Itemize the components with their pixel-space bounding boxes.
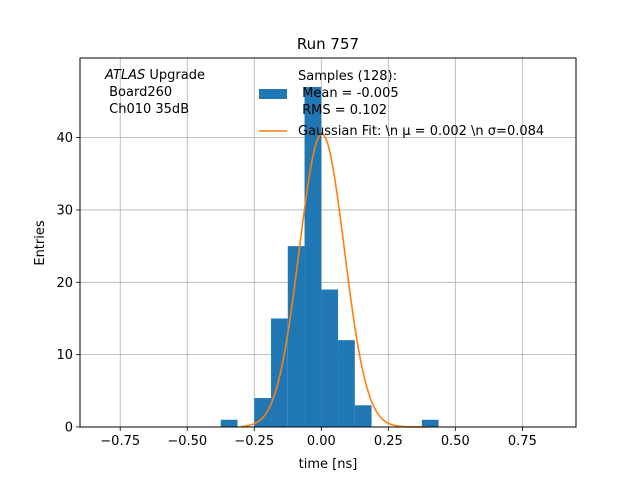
y-tick-label: 0 — [65, 421, 73, 436]
x-tick-label: 0.50 — [441, 434, 470, 449]
svg-text:ATLAS Upgrade: ATLAS Upgrade — [104, 68, 205, 83]
y-axis-label: Entries — [33, 220, 48, 266]
histogram-bar — [338, 340, 355, 427]
y-axis-ticks: 0 10 20 30 40 — [56, 131, 80, 436]
legend: Samples (128): Mean = -0.005 RMS = 0.102… — [259, 69, 544, 139]
x-axis-label: time [ns] — [299, 457, 358, 472]
x-tick-label: 0.25 — [374, 434, 403, 449]
atlas-annotation: ATLAS Upgrade Board260 Ch010 35dB — [104, 68, 205, 117]
histogram-bar — [271, 318, 288, 427]
histogram-bar — [421, 419, 439, 427]
histogram-bar — [304, 86, 322, 428]
chart-title: Run 757 — [297, 35, 359, 53]
legend-histogram-swatch — [259, 89, 287, 99]
atlas-italic-label: ATLAS — [104, 68, 145, 83]
histogram-bar — [287, 246, 305, 427]
plot-frame — [79, 57, 577, 428]
histogram-bar — [354, 405, 372, 427]
histogram-bar — [220, 419, 238, 427]
y-tick-label: 30 — [56, 203, 73, 218]
channel-label: Ch010 35dB — [105, 102, 189, 117]
gaussian-fit-curve — [240, 133, 429, 428]
histogram-bars — [220, 86, 439, 428]
y-tick-label: 20 — [56, 276, 73, 291]
board-label: Board260 — [105, 85, 172, 100]
x-tick-label: 0.00 — [307, 434, 336, 449]
x-tick-label: −0.50 — [167, 434, 207, 449]
x-axis-ticks: −0.75 −0.50 −0.25 0.00 0.25 0.50 0.75 — [100, 427, 537, 449]
x-tick-label: 0.75 — [508, 434, 537, 449]
legend-samples-label: Samples (128): — [298, 69, 397, 84]
histogram-bar — [254, 398, 272, 427]
upgrade-label: Upgrade — [145, 68, 205, 83]
legend-fit-label: Gaussian Fit: \n μ = 0.002 \n σ=0.084 — [298, 124, 544, 139]
histogram-bar — [321, 289, 339, 427]
y-tick-label: 40 — [56, 131, 73, 146]
y-tick-label: 10 — [56, 348, 73, 363]
legend-mean-label: Mean = -0.005 — [298, 86, 399, 101]
x-tick-label: −0.75 — [100, 434, 140, 449]
legend-rms-label: RMS = 0.102 — [298, 103, 387, 118]
x-tick-label: −0.25 — [234, 434, 274, 449]
